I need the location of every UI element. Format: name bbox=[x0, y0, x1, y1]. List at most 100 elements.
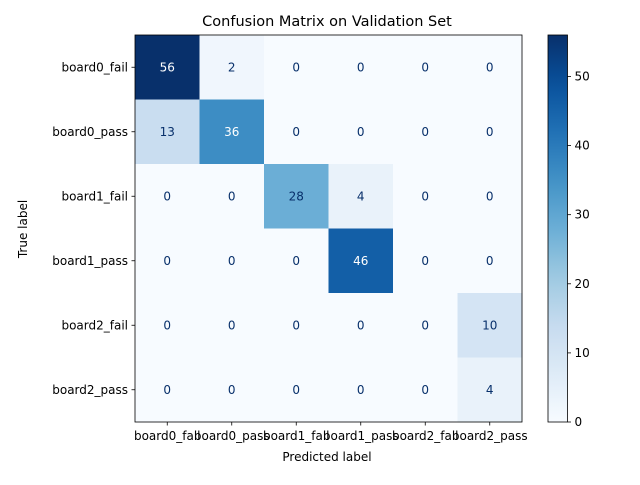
heatmap-cell-labels: 56 2 0 0 0 0 13 36 0 0 0 0 0 0 28 4 0 0 0 0 0 46 0 0 0 0 0 0 0 10 0 0 0 0… bbox=[160, 60, 498, 397]
cell-value-label: 46 bbox=[353, 254, 368, 268]
cell-value-label: 13 bbox=[160, 125, 175, 139]
cell-value-label: 4 bbox=[486, 383, 494, 397]
heatmap-cell bbox=[199, 357, 265, 423]
heatmap-cell bbox=[328, 228, 394, 294]
heatmap-cell bbox=[457, 35, 523, 100]
heatmap-cell bbox=[328, 99, 394, 165]
x-axis-label: Predicted label bbox=[282, 450, 371, 464]
cell-value-label: 0 bbox=[486, 125, 494, 139]
x-tick-label: board0_pass bbox=[194, 429, 270, 443]
cell-value-label: 2 bbox=[228, 60, 236, 74]
heatmap-cell bbox=[457, 164, 523, 229]
cell-value-label: 0 bbox=[421, 60, 429, 74]
heatmap-cell bbox=[328, 35, 394, 100]
x-tick-label: board1_fail bbox=[263, 429, 330, 443]
heatmap-cell bbox=[199, 228, 265, 294]
cell-value-label: 0 bbox=[228, 254, 236, 268]
cell-value-label: 0 bbox=[421, 383, 429, 397]
heatmap-cell bbox=[393, 228, 458, 294]
cell-value-label: 0 bbox=[357, 383, 365, 397]
cell-value-label: 36 bbox=[224, 125, 239, 139]
cell-value-label: 0 bbox=[228, 189, 236, 203]
cell-value-label: 0 bbox=[292, 60, 300, 74]
colorbar-tick-label: 0 bbox=[575, 415, 583, 429]
heatmap-cell bbox=[264, 35, 329, 100]
colorbar-tick-label: 20 bbox=[575, 277, 590, 291]
cell-value-label: 56 bbox=[160, 60, 175, 74]
y-tick-label: board2_fail bbox=[61, 318, 128, 332]
cell-value-label: 10 bbox=[482, 318, 497, 332]
chart-title: Confusion Matrix on Validation Set bbox=[202, 14, 452, 30]
heatmap-cell bbox=[393, 99, 458, 165]
colorbar-tick-label: 40 bbox=[575, 139, 590, 153]
heatmap-cell bbox=[135, 357, 200, 423]
heatmap-cell bbox=[135, 99, 200, 165]
cell-value-label: 0 bbox=[163, 383, 171, 397]
colorbar-tick-label: 10 bbox=[575, 346, 590, 360]
colorbar-ticks: 0 10 20 30 40 50 bbox=[567, 69, 590, 429]
heatmap-cell bbox=[393, 164, 458, 229]
heatmap-cell bbox=[264, 293, 329, 358]
plot-frame bbox=[134, 34, 523, 423]
heatmap-cell bbox=[393, 293, 458, 358]
heatmap-cell bbox=[199, 164, 265, 229]
heatmap-cell bbox=[264, 228, 329, 294]
cell-value-label: 0 bbox=[421, 125, 429, 139]
heatmap-cell bbox=[264, 99, 329, 165]
heatmap-cell bbox=[135, 164, 200, 229]
cell-value-label: 0 bbox=[228, 318, 236, 332]
cell-value-label: 0 bbox=[163, 318, 171, 332]
heatmap-cell bbox=[328, 293, 394, 358]
cell-value-label: 0 bbox=[357, 60, 365, 74]
cell-value-label: 4 bbox=[357, 189, 365, 203]
cell-value-label: 0 bbox=[228, 383, 236, 397]
cell-value-label: 0 bbox=[292, 383, 300, 397]
heatmap-cell bbox=[135, 293, 200, 358]
cell-value-label: 0 bbox=[421, 318, 429, 332]
heatmap-cells bbox=[134, 34, 523, 423]
cell-value-label: 0 bbox=[486, 60, 494, 74]
colorbar-tick-label: 30 bbox=[575, 208, 590, 222]
cell-value-label: 0 bbox=[292, 125, 300, 139]
y-tick-label: board0_pass bbox=[52, 125, 128, 139]
cell-value-label: 0 bbox=[421, 254, 429, 268]
colorbar-tick-label: 50 bbox=[575, 69, 590, 83]
cell-value-label: 0 bbox=[486, 254, 494, 268]
heatmap-cell bbox=[135, 228, 200, 294]
heatmap-cell bbox=[264, 357, 329, 423]
cell-value-label: 0 bbox=[357, 318, 365, 332]
cell-value-label: 0 bbox=[357, 125, 365, 139]
heatmap-cell bbox=[393, 35, 458, 100]
heatmap-cell bbox=[457, 293, 523, 358]
x-axis-ticks: board0_failboard0_passboard1_failboard1_… bbox=[134, 422, 528, 443]
y-tick-label: board1_fail bbox=[61, 189, 128, 203]
x-tick-label: board2_fail bbox=[392, 429, 459, 443]
cell-value-label: 0 bbox=[163, 254, 171, 268]
cell-value-label: 0 bbox=[292, 318, 300, 332]
heatmap-cell bbox=[328, 164, 394, 229]
y-axis-ticks: board0_fail board0_pass board1_fail board1_… bbox=[52, 60, 135, 397]
heatmap-cell bbox=[328, 357, 394, 423]
heatmap-cell bbox=[457, 357, 523, 423]
heatmap-cell bbox=[457, 99, 523, 165]
heatmap-cell bbox=[393, 357, 458, 423]
y-tick-label: board0_fail bbox=[61, 60, 128, 74]
heatmap-cell bbox=[264, 164, 329, 229]
x-tick-label: board1_pass bbox=[323, 429, 399, 443]
heatmap-cell bbox=[457, 228, 523, 294]
x-tick-label: board2_pass bbox=[452, 429, 528, 443]
cell-value-label: 0 bbox=[163, 189, 171, 203]
colorbar bbox=[547, 34, 568, 423]
cell-value-label: 0 bbox=[421, 189, 429, 203]
heatmap-cell bbox=[199, 99, 265, 165]
y-tick-label: board1_pass bbox=[52, 254, 128, 268]
x-tick-label: board0_fail bbox=[134, 429, 201, 443]
y-tick-label: board2_pass bbox=[52, 383, 128, 397]
heatmap-cell bbox=[135, 35, 200, 100]
cell-value-label: 0 bbox=[486, 189, 494, 203]
y-axis-label: True label bbox=[16, 200, 30, 259]
heatmap-cell bbox=[199, 293, 265, 358]
heatmap-cell bbox=[199, 35, 265, 100]
